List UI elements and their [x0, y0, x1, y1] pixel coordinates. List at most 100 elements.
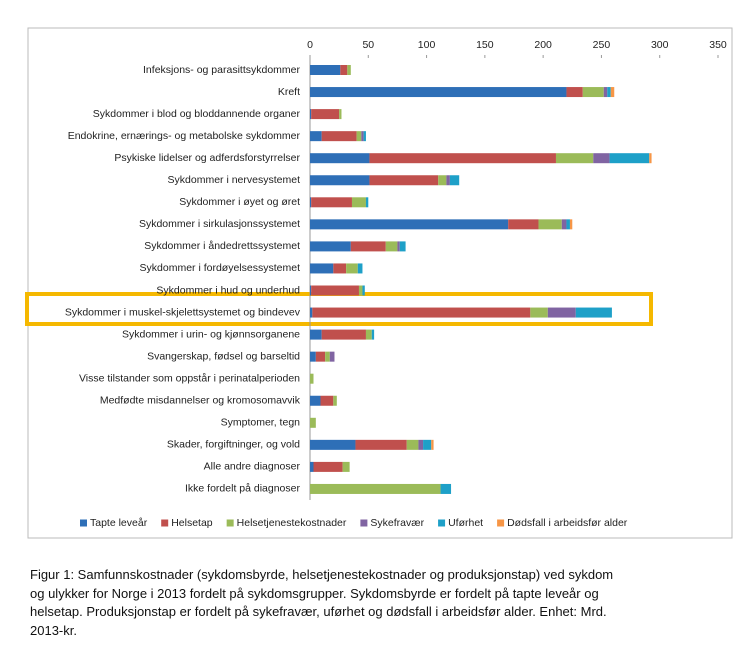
bar-segment: [312, 307, 531, 318]
bar-segment: [347, 65, 351, 75]
bar-segment: [358, 285, 363, 296]
bar-segment: [438, 175, 447, 186]
bar-segment: [538, 219, 562, 230]
bar-segment: [333, 395, 337, 406]
bar-segment: [310, 373, 314, 384]
category-label: Ikke fordelt på diagnoser: [185, 483, 300, 495]
bar-segment: [449, 175, 460, 186]
legend-label: Helsetjenestekostnader: [237, 517, 347, 529]
category-label: Sykdommer i nervesystemet: [168, 174, 301, 186]
bar-segment: [310, 131, 322, 142]
bar-segment: [431, 439, 434, 450]
bar-segment: [310, 219, 509, 230]
bar-segment: [325, 351, 330, 362]
bar-segment: [315, 351, 326, 362]
legend-swatch: [438, 519, 446, 527]
bar-segment: [446, 175, 450, 186]
bar-segment: [566, 219, 570, 230]
x-tick-label: 150: [476, 39, 494, 51]
chart-frame: [27, 27, 733, 539]
bar-segment: [356, 131, 362, 142]
category-label: Sykdommer i muskel-skjelettsystemet og b…: [65, 306, 301, 318]
bar-segment: [362, 285, 365, 296]
bar-segment: [555, 153, 594, 164]
category-label: Sykdommer i øyet og øret: [179, 196, 300, 208]
bar-segment: [310, 439, 356, 450]
bar-segment: [310, 263, 334, 274]
bar-segment: [329, 351, 335, 362]
bar-segment: [603, 87, 608, 98]
category-label: Sykdommer i sirkulasjonssystemet: [139, 218, 300, 230]
category-label: Sykdommer i urin- og kjønnsorganene: [122, 328, 300, 340]
caption-line: 2013-kr.: [30, 622, 77, 638]
legend-label: Sykefravær: [370, 517, 424, 529]
bar-segment: [363, 131, 366, 142]
category-label: Psykiske lidelser og adferdsforstyrrelse…: [114, 152, 300, 164]
legend-swatch: [360, 519, 368, 527]
caption-line: helsetap. Produksjonstap er fordelt på s…: [30, 604, 607, 619]
bar-segment: [582, 87, 604, 98]
bar-segment: [333, 263, 347, 274]
x-tick-label: 100: [418, 39, 436, 51]
bar-segment: [406, 439, 419, 450]
category-label: Svangerskap, fødsel og barseltid: [147, 350, 300, 362]
bar-segment: [423, 439, 432, 450]
bar-segment: [355, 439, 407, 450]
bar-segment: [351, 197, 366, 208]
bar-segment: [361, 131, 364, 142]
bar-segment: [346, 263, 358, 274]
bar-segment: [321, 131, 357, 142]
x-tick-label: 250: [593, 39, 611, 51]
bar-segment: [575, 307, 612, 318]
category-label: Sykdommer i fordøyelsessystemet: [140, 262, 301, 274]
category-label: Visse tilstander som oppstår i perinatal…: [79, 372, 300, 384]
legend-label: Tapte leveår: [90, 517, 148, 529]
category-label: Sykdommer i åndedrettssystemet: [144, 240, 300, 252]
category-label: Endokrine, ernærings- og metabolske sykd…: [68, 130, 301, 142]
category-label: Sykdommer i blod og bloddannende organer: [93, 108, 301, 120]
bar-segment: [399, 241, 406, 252]
bar-segment: [311, 109, 340, 120]
bar-segment: [310, 307, 313, 318]
bar-segment: [310, 153, 370, 164]
bar-segment: [609, 153, 650, 164]
bar-segment: [508, 219, 539, 230]
legend-swatch: [80, 519, 87, 527]
bar-segment: [530, 307, 548, 318]
bar-segment: [310, 461, 314, 472]
category-label: Symptomer, tegn: [221, 417, 301, 429]
category-label: Alle andre diagnoser: [204, 461, 301, 473]
caption-line: og ulykker for Norge i 2013 fordelt på s…: [30, 585, 599, 601]
bar-segment: [310, 87, 567, 98]
bar-segment: [357, 263, 363, 274]
bar-segment: [607, 87, 611, 98]
bar-segment: [371, 329, 375, 340]
bar-segment: [566, 87, 583, 98]
bar-segment: [321, 329, 366, 340]
bar-segment: [310, 197, 312, 208]
x-tick-label: 0: [307, 39, 313, 51]
bar-segment: [569, 219, 573, 230]
bar-segment: [310, 417, 316, 428]
legend-swatch: [497, 519, 505, 527]
legend-label: Uførhet: [448, 517, 483, 529]
bar-segment: [369, 153, 556, 164]
bar-segment: [440, 483, 452, 494]
legend-label: Helsetap: [171, 517, 213, 529]
bar-segment: [649, 153, 652, 164]
bar-segment: [418, 439, 424, 450]
bar-segment: [310, 109, 312, 120]
bar-segment: [320, 395, 334, 406]
bar-segment: [593, 153, 610, 164]
legend-label: Dødsfall i arbeidsfør alder: [507, 517, 628, 529]
x-tick-label: 50: [362, 39, 374, 51]
bar-segment: [365, 197, 369, 208]
bar-segment: [365, 329, 372, 340]
category-label: Medfødte misdannelser og kromosomavvik: [100, 395, 301, 407]
bar-segment: [547, 307, 576, 318]
chart: 0 50 100 150 200 250 300 350 Infeksjons- og para…: [25, 27, 733, 539]
bar-segment: [310, 483, 441, 494]
bar-segment: [385, 241, 398, 252]
bar-segment: [310, 395, 321, 406]
